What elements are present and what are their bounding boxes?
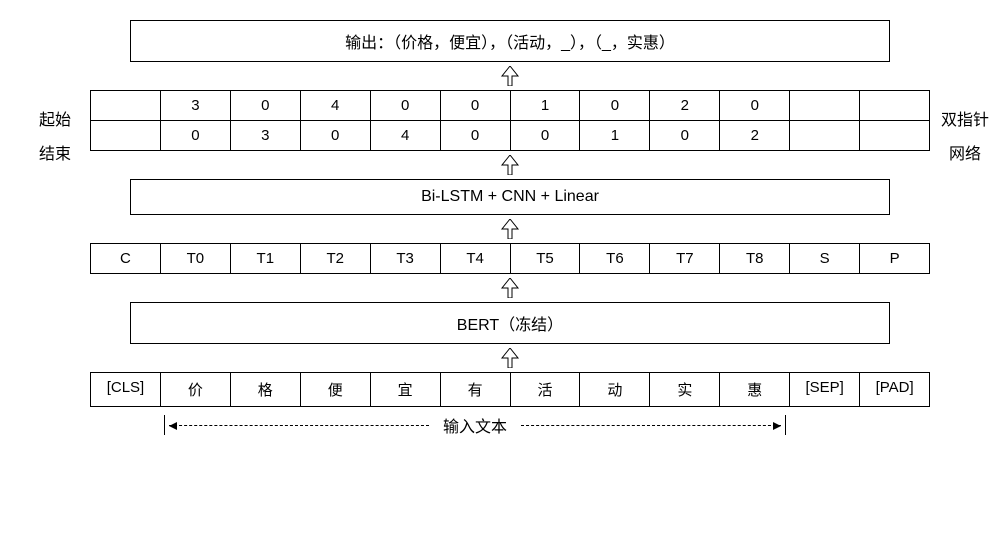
end-pointer-row: 030400102 xyxy=(90,121,930,151)
start-cell: 4 xyxy=(300,90,371,121)
input-cell: 动 xyxy=(579,372,650,407)
end-cell: 3 xyxy=(230,120,301,151)
end-cell: 0 xyxy=(649,120,720,151)
input-cell: 便 xyxy=(300,372,371,407)
token-cell: T1 xyxy=(230,243,301,274)
token-cell: T5 xyxy=(510,243,581,274)
input-cell: [CLS] xyxy=(90,372,161,407)
token-cell: T0 xyxy=(160,243,231,274)
token-cell: S xyxy=(789,243,860,274)
start-pointer-row: 304001020 xyxy=(90,90,930,121)
input-cell: 实 xyxy=(649,372,720,407)
start-cell: 0 xyxy=(370,90,441,121)
input-cell: 价 xyxy=(160,372,231,407)
input-cell: 活 xyxy=(510,372,581,407)
input-cell: 有 xyxy=(440,372,511,407)
input-span-right xyxy=(785,415,786,435)
input-cell: 惠 xyxy=(719,372,790,407)
end-cell: 0 xyxy=(300,120,371,151)
output-box: 输出：（价格，便宜），（活动，_），（_，实惠） xyxy=(130,20,890,62)
token-cell: P xyxy=(859,243,930,274)
input-row: [CLS]价格便宜有活动实惠[SEP][PAD] xyxy=(90,372,930,407)
end-cell: 2 xyxy=(719,120,790,151)
model-box: Bi-LSTM + CNN + Linear xyxy=(130,179,890,215)
start-cell xyxy=(789,90,860,121)
end-cell: 0 xyxy=(510,120,581,151)
left-labels: 起始 结束 xyxy=(20,106,90,164)
end-cell: 1 xyxy=(579,120,650,151)
token-row: CT0T1T2T3T4T5T6T7T8SP xyxy=(90,243,930,274)
input-span-left xyxy=(164,415,165,435)
token-cell: T2 xyxy=(300,243,371,274)
arrow-up-icon xyxy=(498,278,522,298)
token-cell: T3 xyxy=(370,243,441,274)
start-cell: 3 xyxy=(160,90,231,121)
end-cell: 0 xyxy=(160,120,231,151)
end-cell xyxy=(90,120,161,151)
input-cell: [PAD] xyxy=(859,372,930,407)
arrow-up-icon xyxy=(498,66,522,86)
token-cell: C xyxy=(90,243,161,274)
start-cell: 0 xyxy=(579,90,650,121)
end-cell xyxy=(789,120,860,151)
start-cell: 0 xyxy=(440,90,511,121)
end-cell: 0 xyxy=(440,120,511,151)
label-right-2: 网络 xyxy=(930,140,1000,164)
token-cell: T7 xyxy=(649,243,720,274)
start-cell: 2 xyxy=(649,90,720,121)
end-cell: 4 xyxy=(370,120,441,151)
input-cell: 格 xyxy=(230,372,301,407)
bert-box: BERT（冻结） xyxy=(130,302,890,344)
arrow-up-icon xyxy=(498,219,522,239)
token-cell: T8 xyxy=(719,243,790,274)
input-span-dashed-right xyxy=(521,425,781,426)
label-start: 起始 xyxy=(20,106,90,130)
input-label-row: 输入文本 xyxy=(90,413,930,437)
input-label: 输入文本 xyxy=(429,413,521,437)
label-end: 结束 xyxy=(20,140,90,164)
start-cell: 0 xyxy=(719,90,790,121)
arrow-up-icon xyxy=(498,348,522,368)
start-cell xyxy=(859,90,930,121)
right-labels: 双指针 网络 xyxy=(930,106,1000,164)
end-cell xyxy=(859,120,930,151)
token-cell: T4 xyxy=(440,243,511,274)
label-right-1: 双指针 xyxy=(930,106,1000,130)
start-cell: 1 xyxy=(510,90,581,121)
start-cell: 0 xyxy=(230,90,301,121)
input-span-dashed-left xyxy=(169,425,429,426)
input-cell: [SEP] xyxy=(789,372,860,407)
arrow-up-icon xyxy=(498,155,522,175)
token-cell: T6 xyxy=(579,243,650,274)
start-cell xyxy=(90,90,161,121)
input-cell: 宜 xyxy=(370,372,441,407)
